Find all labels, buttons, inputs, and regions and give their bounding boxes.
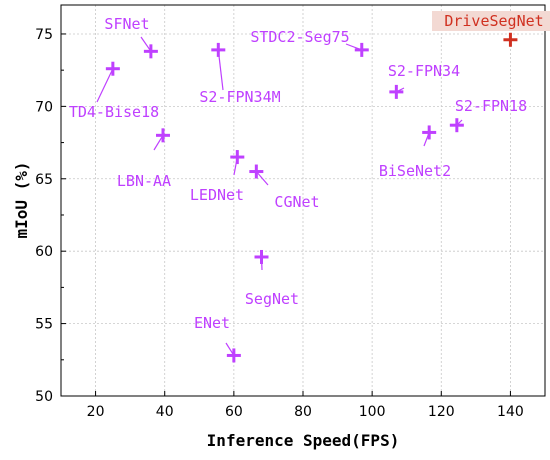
data-point: S2-FPN34M	[199, 42, 281, 106]
leader-line	[233, 156, 238, 176]
point-label: S2-FPN18	[455, 97, 527, 115]
data-point: SFNet	[104, 15, 158, 59]
point-label: SegNet	[245, 290, 299, 308]
leader-line	[217, 49, 224, 91]
data-point: CGNet	[249, 164, 320, 211]
x-tick-label: 120	[428, 404, 455, 420]
y-tick-label: 55	[35, 317, 53, 333]
grid-layer	[61, 5, 545, 396]
point-label: DriveSegNet	[444, 12, 543, 30]
data-point: TD4-Bise18	[69, 61, 159, 121]
points-layer: SFNet TD4-Bise18 S2-FPN34M STDC2-Seg75 Drive…	[69, 11, 550, 363]
y-tick-label: 65	[35, 172, 53, 188]
point-label: S2-FPN34	[388, 62, 460, 80]
leader-line	[345, 43, 362, 51]
y-tick-label: 50	[35, 389, 53, 405]
point-label: STDC2-Seg75	[250, 28, 349, 46]
leader-line	[153, 135, 164, 151]
leader-line	[423, 132, 430, 147]
y-tick-label: 70	[35, 99, 53, 115]
point-label: LEDNet	[190, 186, 244, 204]
data-point: LEDNet	[190, 150, 245, 204]
data-point: LBN-AA	[117, 128, 171, 190]
y-axis-title: mIoU (%)	[12, 161, 31, 238]
label-highlight-bg	[432, 11, 550, 31]
point-label: SFNet	[104, 15, 149, 33]
x-tick-label: 40	[156, 404, 174, 420]
x-tick-label: 60	[225, 404, 243, 420]
point-label: CGNet	[274, 193, 319, 211]
leader-line	[456, 119, 463, 126]
data-point: ENet	[194, 314, 241, 363]
point-label: ENet	[194, 314, 230, 332]
point-label: S2-FPN34M	[199, 88, 280, 106]
data-point: STDC2-Seg75	[250, 28, 369, 57]
x-tick-label: 20	[87, 404, 105, 420]
x-tick-label: 80	[294, 404, 312, 420]
leader-line	[96, 68, 114, 103]
x-axis-title: Inference Speed(FPS)	[207, 431, 400, 450]
leader-line	[255, 171, 269, 186]
data-point: S2-FPN18	[449, 97, 527, 133]
tick-layer: 20 40 60 80 100 120 140 50 55 60 65 70 75	[35, 27, 524, 420]
data-point: SegNet	[245, 249, 299, 308]
data-point: DriveSegNet	[432, 11, 550, 47]
x-tick-label: 140	[497, 404, 524, 420]
point-label: TD4-Bise18	[69, 103, 159, 121]
y-tick-label: 75	[35, 27, 53, 43]
leader-line	[225, 342, 235, 356]
y-tick-label: 60	[35, 244, 53, 260]
data-point: S2-FPN34	[388, 62, 460, 99]
leader-line	[396, 87, 405, 93]
point-label: LBN-AA	[117, 172, 171, 190]
data-point: BiSeNet2	[379, 125, 451, 180]
point-label: BiSeNet2	[379, 162, 451, 180]
x-tick-label: 100	[359, 404, 386, 420]
leader-line	[140, 36, 152, 52]
